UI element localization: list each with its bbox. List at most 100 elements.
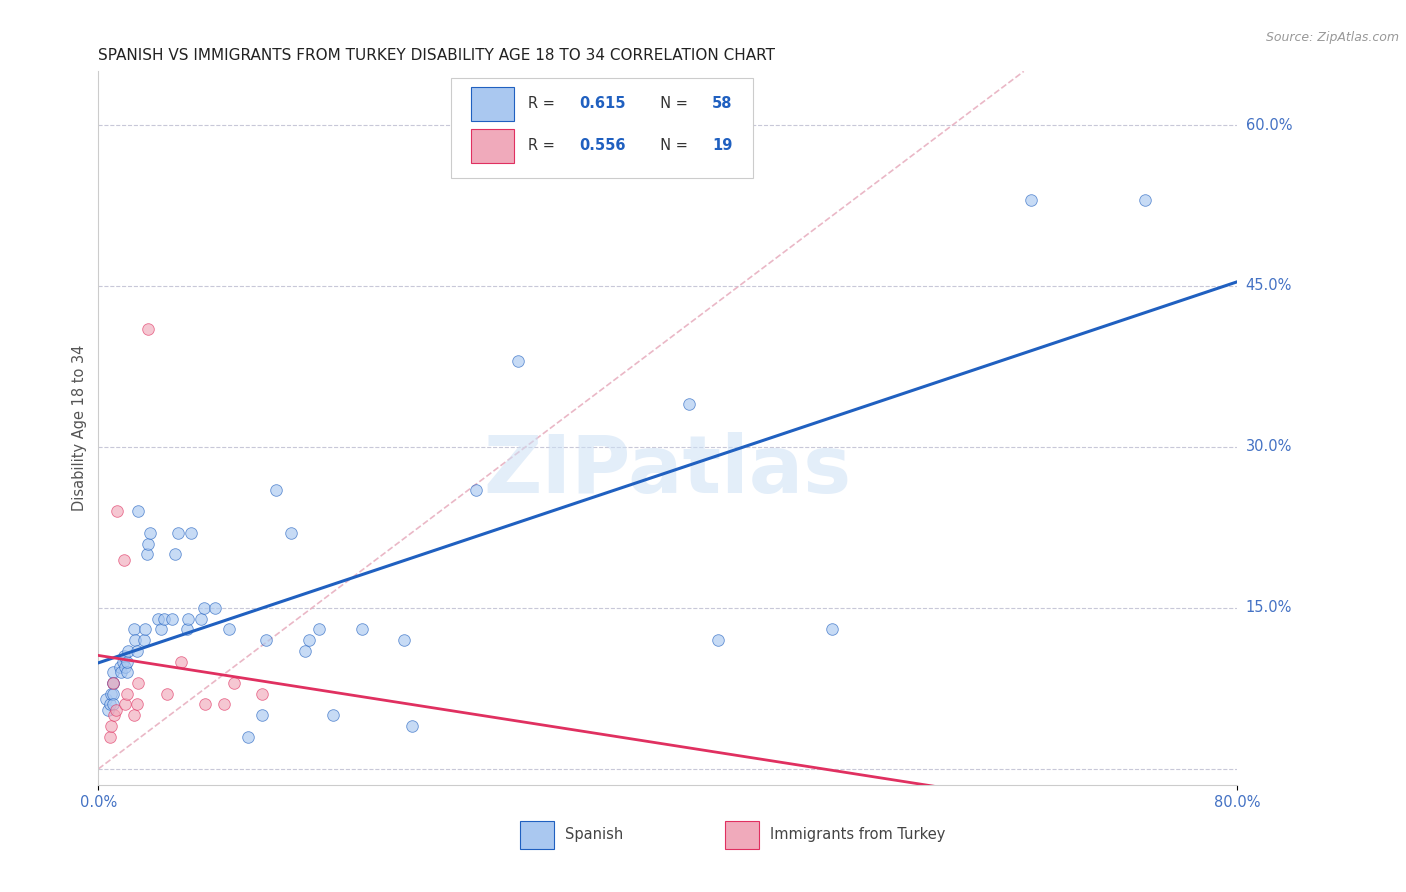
Point bbox=[127, 676, 149, 690]
Point bbox=[148, 612, 170, 626]
Point bbox=[678, 397, 700, 411]
Point bbox=[114, 660, 136, 674]
Y-axis label: Disability Age 18 to 34: Disability Age 18 to 34 bbox=[72, 345, 87, 511]
Point bbox=[103, 708, 125, 723]
Point bbox=[97, 703, 120, 717]
Point bbox=[132, 633, 155, 648]
Point bbox=[117, 644, 139, 658]
Point bbox=[100, 687, 122, 701]
Point bbox=[167, 525, 190, 540]
Text: ZIPatlas: ZIPatlas bbox=[484, 432, 852, 510]
Text: N =: N = bbox=[651, 138, 692, 153]
Point bbox=[125, 644, 148, 658]
FancyBboxPatch shape bbox=[471, 128, 515, 162]
Point bbox=[115, 665, 138, 680]
Point bbox=[298, 633, 321, 648]
Point bbox=[177, 612, 200, 626]
Point bbox=[101, 687, 124, 701]
Point bbox=[176, 623, 198, 637]
Point bbox=[236, 730, 259, 744]
Point bbox=[212, 698, 235, 712]
Point bbox=[464, 483, 486, 497]
Point bbox=[294, 644, 316, 658]
Point bbox=[122, 623, 145, 637]
Point bbox=[165, 547, 187, 561]
FancyBboxPatch shape bbox=[451, 78, 754, 178]
Point bbox=[111, 655, 134, 669]
Point bbox=[1133, 193, 1156, 207]
Point bbox=[193, 601, 215, 615]
Text: N =: N = bbox=[651, 96, 692, 112]
Point bbox=[127, 504, 149, 518]
Point bbox=[266, 483, 288, 497]
Point bbox=[101, 676, 124, 690]
Point bbox=[190, 612, 212, 626]
FancyBboxPatch shape bbox=[725, 821, 759, 849]
Text: Source: ZipAtlas.com: Source: ZipAtlas.com bbox=[1265, 31, 1399, 45]
Text: SPANISH VS IMMIGRANTS FROM TURKEY DISABILITY AGE 18 TO 34 CORRELATION CHART: SPANISH VS IMMIGRANTS FROM TURKEY DISABI… bbox=[98, 48, 776, 63]
Point bbox=[350, 623, 373, 637]
Text: 58: 58 bbox=[713, 96, 733, 112]
Text: R =: R = bbox=[527, 138, 560, 153]
Point bbox=[194, 698, 217, 712]
Point bbox=[156, 687, 179, 701]
Point bbox=[125, 698, 148, 712]
Point bbox=[122, 708, 145, 723]
Text: 45.0%: 45.0% bbox=[1246, 278, 1292, 293]
Point bbox=[136, 536, 159, 550]
Point bbox=[222, 676, 245, 690]
Point bbox=[1019, 193, 1042, 207]
Point bbox=[170, 655, 193, 669]
Point bbox=[204, 601, 226, 615]
Point bbox=[101, 698, 124, 712]
Point bbox=[108, 660, 131, 674]
Point bbox=[110, 665, 132, 680]
Point bbox=[105, 504, 128, 518]
Point bbox=[280, 525, 302, 540]
Point bbox=[112, 552, 135, 566]
Point bbox=[98, 698, 121, 712]
Point bbox=[98, 730, 121, 744]
Text: 19: 19 bbox=[713, 138, 733, 153]
Text: R =: R = bbox=[527, 96, 560, 112]
Point bbox=[115, 655, 138, 669]
Point bbox=[115, 687, 138, 701]
Point bbox=[136, 322, 159, 336]
Point bbox=[101, 665, 124, 680]
Text: 60.0%: 60.0% bbox=[1246, 118, 1292, 133]
Point bbox=[94, 692, 117, 706]
Point bbox=[104, 703, 127, 717]
Point bbox=[180, 525, 202, 540]
Point bbox=[114, 698, 136, 712]
Text: 0.615: 0.615 bbox=[579, 96, 626, 112]
FancyBboxPatch shape bbox=[520, 821, 554, 849]
Point bbox=[508, 354, 530, 368]
Point bbox=[100, 719, 122, 733]
Point bbox=[134, 623, 156, 637]
Text: 0.556: 0.556 bbox=[579, 138, 626, 153]
Point bbox=[218, 623, 240, 637]
Point bbox=[101, 676, 124, 690]
Point bbox=[112, 649, 135, 664]
Point bbox=[135, 547, 157, 561]
Point bbox=[162, 612, 184, 626]
FancyBboxPatch shape bbox=[471, 87, 515, 121]
Point bbox=[706, 633, 728, 648]
Point bbox=[820, 623, 842, 637]
Point bbox=[250, 687, 273, 701]
Text: Spanish: Spanish bbox=[565, 828, 624, 842]
Point bbox=[401, 719, 423, 733]
Point bbox=[254, 633, 277, 648]
Text: 30.0%: 30.0% bbox=[1246, 440, 1292, 454]
Text: 15.0%: 15.0% bbox=[1246, 600, 1292, 615]
Text: Immigrants from Turkey: Immigrants from Turkey bbox=[770, 828, 946, 842]
Point bbox=[250, 708, 273, 723]
Point bbox=[308, 623, 330, 637]
Point bbox=[101, 676, 124, 690]
Point bbox=[124, 633, 146, 648]
Point bbox=[138, 525, 160, 540]
Point bbox=[150, 623, 173, 637]
Point bbox=[322, 708, 344, 723]
Point bbox=[394, 633, 416, 648]
Point bbox=[153, 612, 176, 626]
